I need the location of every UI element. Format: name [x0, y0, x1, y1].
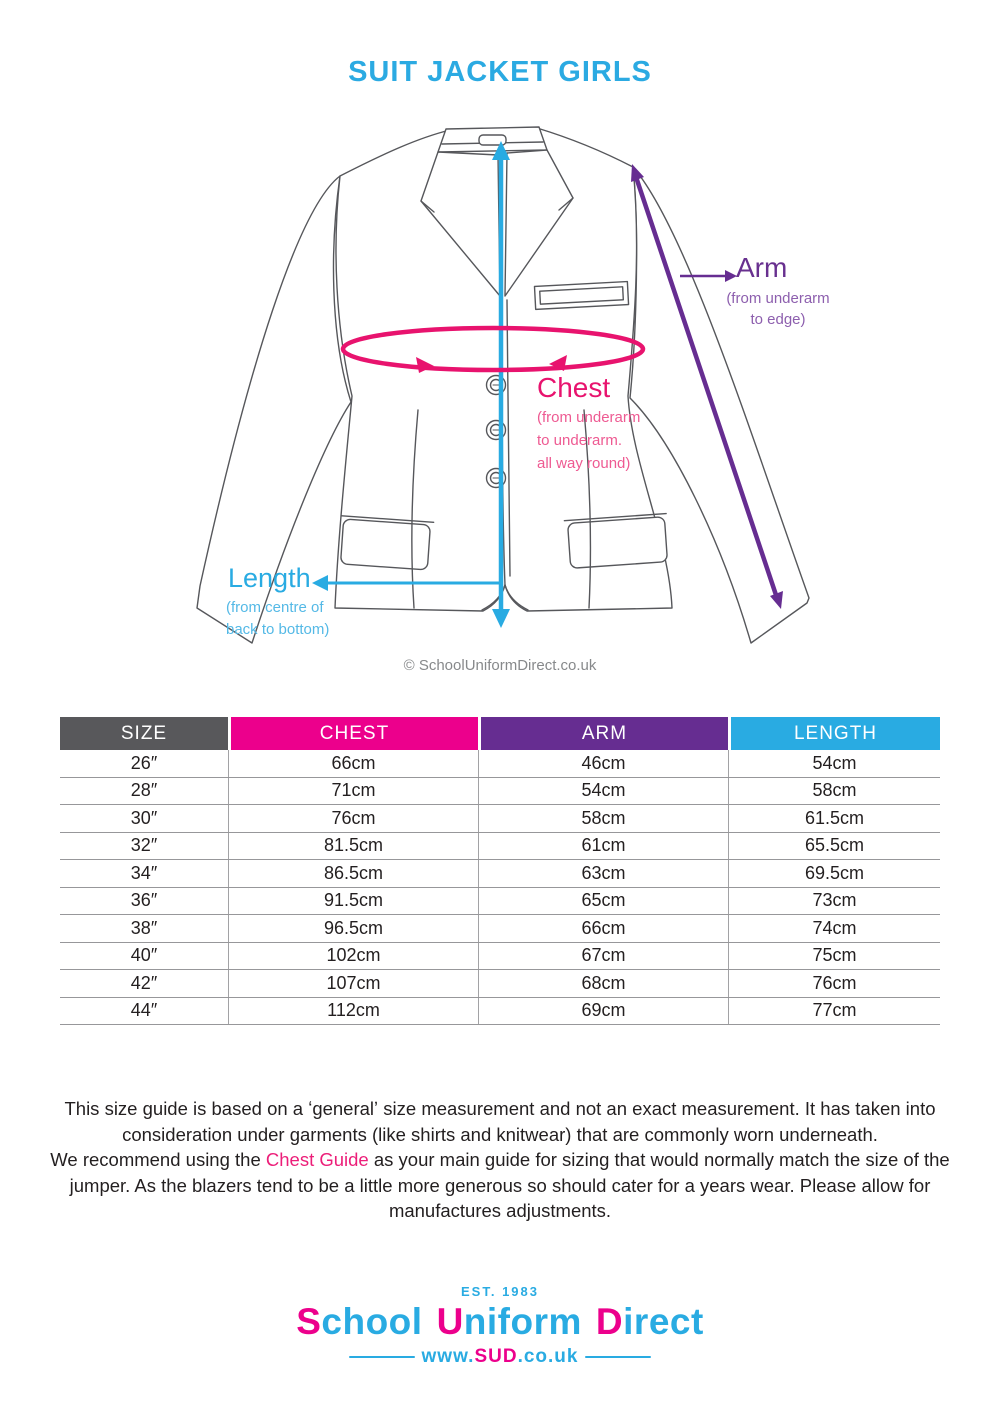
logo-uniform-initial: U: [436, 1301, 464, 1342]
note-line1: This size guide is based on a ʻgeneralʼ …: [64, 1098, 936, 1145]
length-cell: 65.5cm: [728, 832, 940, 859]
table-row: 36″ 91.5cm 65cm 73cm: [60, 887, 940, 915]
table-row: 44″ 112cm 69cm 77cm: [60, 997, 940, 1025]
size-guide-note: This size guide is based on a ʻgeneralʼ …: [50, 1096, 950, 1224]
length-sub-line1: (from centre of: [226, 599, 324, 616]
logo-uniform-rest: niform: [463, 1301, 582, 1342]
length-measure-label: Length: [228, 563, 311, 593]
jacket-diagram: [180, 108, 820, 653]
logo-url-www: www.: [421, 1346, 475, 1367]
header-length: LENGTH: [728, 717, 940, 750]
header-chest: CHEST: [228, 717, 478, 750]
chest-measure-label: Chest: [537, 372, 611, 403]
chest-guide-link: Chest Guide: [265, 1149, 369, 1170]
length-arrow: [312, 141, 510, 628]
length-cell: 54cm: [728, 750, 940, 777]
size-cell: 32″: [130, 835, 158, 856]
size-cell: 42″: [130, 972, 158, 993]
size-cell: 36″: [130, 890, 158, 911]
length-measure-description: (from centre of back to bottom): [226, 597, 329, 641]
length-cell: 77cm: [728, 997, 940, 1024]
chest-cell: 81.5cm: [228, 832, 478, 859]
arm-cell: 61cm: [478, 832, 728, 859]
header-arm: ARM: [478, 717, 728, 750]
logo-wordmark: School Uniform Direct: [0, 1301, 1000, 1343]
logo-url-rest: .co.uk: [517, 1346, 579, 1367]
header-size: SIZE: [60, 717, 228, 750]
chest-cell: 86.5cm: [228, 860, 478, 887]
arm-cell: 54cm: [478, 777, 728, 804]
size-cell: 30″: [130, 807, 158, 828]
size-cell: 38″: [130, 917, 158, 938]
logo-dash-right: [585, 1355, 652, 1359]
arm-sub-line1: (from underarm: [726, 290, 830, 307]
length-cell: 74cm: [728, 915, 940, 942]
length-cell: 73cm: [728, 887, 940, 914]
note-recommend-before: We recommend using the: [50, 1149, 266, 1170]
chest-sub-line3: all way round): [537, 455, 631, 472]
logo-school-initial: S: [296, 1301, 322, 1342]
table-row: 42″ 107cm 68cm 76cm: [60, 970, 940, 998]
page-title: SUIT JACKET GIRLS: [348, 56, 652, 88]
chest-cell: 107cm: [228, 970, 478, 997]
note-recommend-after: as your main guide for sizing that would…: [69, 1149, 950, 1221]
chest-sub-line2: to underarm.: [537, 432, 623, 449]
arm-cell: 65cm: [478, 887, 728, 914]
arm-arrow: [631, 164, 783, 609]
chest-cell: 66cm: [228, 750, 478, 777]
logo-url: www. SUD .co.uk: [0, 1346, 1000, 1368]
chest-cell: 96.5cm: [228, 915, 478, 942]
length-sub-line2: back to bottom): [226, 621, 330, 638]
arm-cell: 68cm: [478, 970, 728, 997]
length-cell: 61.5cm: [728, 805, 940, 832]
arm-cell: 69cm: [478, 997, 728, 1024]
table-row: 32″ 81.5cm 61cm 65.5cm: [60, 832, 940, 860]
chest-ellipse: [340, 325, 646, 373]
size-cell: 40″: [130, 945, 158, 966]
size-cell: 34″: [130, 862, 158, 883]
logo-direct-rest: irect: [623, 1301, 704, 1342]
brand-logo: EST. 1983 School Uniform Direct www. SUD .co…: [0, 1284, 1000, 1368]
logo-direct-initial: D: [595, 1301, 624, 1342]
arm-sub-line2: to edge): [750, 311, 806, 328]
size-cell: 44″: [130, 1000, 158, 1021]
arm-cell: 67cm: [478, 942, 728, 969]
size-cell: 26″: [130, 752, 158, 773]
table-row: 26″ 66cm 46cm 54cm: [60, 750, 940, 778]
arm-measure-description: (from underarm to edge): [722, 288, 834, 330]
chest-sub-line1: (from underarm: [537, 409, 641, 426]
jacket-illustration: [196, 126, 810, 644]
logo-url-sud: SUD: [474, 1346, 518, 1367]
length-cell: 69.5cm: [728, 860, 940, 887]
table-row: 40″ 102cm 67cm 75cm: [60, 942, 940, 970]
arm-cell: 46cm: [478, 750, 728, 777]
chest-cell: 76cm: [228, 805, 478, 832]
arm-cell: 63cm: [478, 860, 728, 887]
chest-measure-description: (from underarm to underarm. all way roun…: [537, 406, 640, 475]
chest-cell: 91.5cm: [228, 887, 478, 914]
arm-measure-label: Arm: [736, 252, 788, 283]
table-row: 38″ 96.5cm 66cm 74cm: [60, 915, 940, 943]
length-cell: 75cm: [728, 942, 940, 969]
logo-school-rest: chool: [321, 1301, 423, 1342]
arm-cell: 66cm: [478, 915, 728, 942]
size-cell: 28″: [130, 780, 158, 801]
logo-dash-left: [348, 1355, 415, 1359]
arm-cell: 58cm: [478, 805, 728, 832]
size-table-header: SIZE CHEST ARM LENGTH: [60, 717, 940, 750]
copyright: © SchoolUniformDirect.co.uk: [403, 657, 597, 674]
length-cell: 76cm: [728, 970, 940, 997]
table-row: 34″ 86.5cm 63cm 69.5cm: [60, 860, 940, 888]
chest-cell: 102cm: [228, 942, 478, 969]
size-table: SIZE CHEST ARM LENGTH 26″ 66cm 46cm 54cm…: [60, 717, 940, 1025]
chest-cell: 112cm: [228, 997, 478, 1024]
chest-cell: 71cm: [228, 777, 478, 804]
length-cell: 58cm: [728, 777, 940, 804]
logo-est-text: EST. 1983: [461, 1284, 539, 1299]
table-row: 28″ 71cm 54cm 58cm: [60, 777, 940, 805]
table-row: 30″ 76cm 58cm 61.5cm: [60, 805, 940, 833]
